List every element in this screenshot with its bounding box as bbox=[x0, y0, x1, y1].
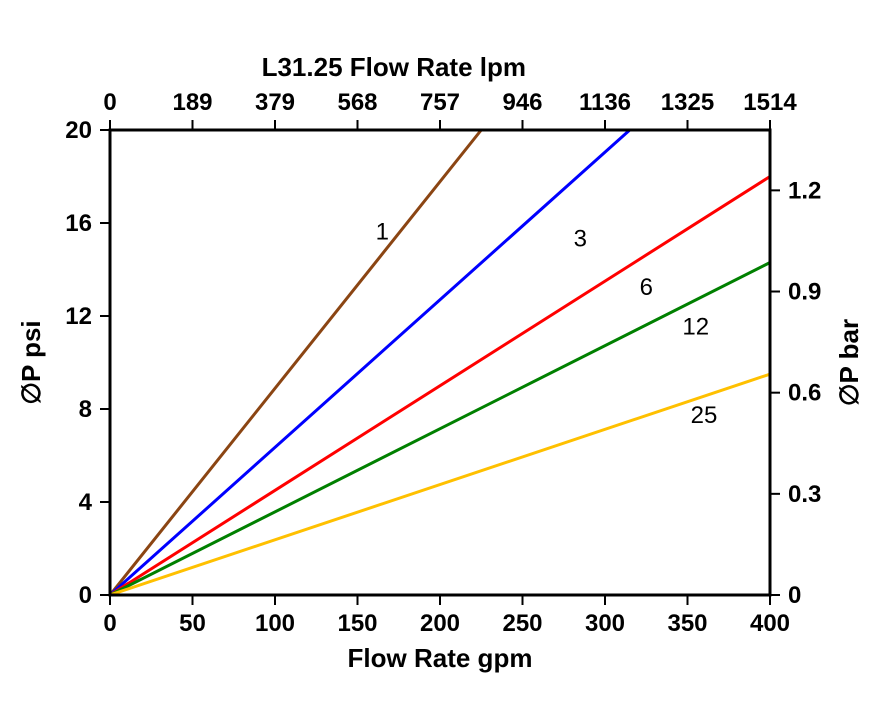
right-tick-label: 0.3 bbox=[788, 481, 821, 508]
top-tick-label: 946 bbox=[502, 89, 542, 116]
bottom-tick-label: 350 bbox=[667, 610, 707, 637]
left-axis-title: ∅P psi bbox=[16, 320, 46, 404]
bottom-axis-title: Flow Rate gpm bbox=[348, 643, 533, 673]
bottom-tick-label: 50 bbox=[179, 610, 206, 637]
top-tick-label: 189 bbox=[172, 89, 212, 116]
top-tick-label: 1325 bbox=[661, 89, 714, 116]
bottom-tick-label: 300 bbox=[585, 610, 625, 637]
bottom-tick-label: 100 bbox=[255, 610, 295, 637]
flow-rate-chart: 050100150200250300350400Flow Rate gpm018… bbox=[0, 0, 886, 702]
left-tick-label: 16 bbox=[65, 210, 92, 237]
top-tick-label: 0 bbox=[103, 89, 116, 116]
series-label-6: 6 bbox=[640, 274, 653, 301]
top-tick-label: 757 bbox=[420, 89, 460, 116]
left-tick-label: 8 bbox=[79, 396, 92, 423]
series-label-1: 1 bbox=[376, 218, 389, 245]
left-tick-label: 12 bbox=[65, 303, 92, 330]
bottom-tick-label: 200 bbox=[420, 610, 460, 637]
top-axis-title: L31.25 Flow Rate lpm bbox=[262, 52, 526, 82]
left-tick-label: 4 bbox=[79, 489, 93, 516]
right-axis-title: ∅P bar bbox=[834, 319, 864, 406]
right-tick-label: 0 bbox=[788, 582, 801, 609]
chart-container: { "chart": { "type": "line", "background… bbox=[0, 0, 886, 702]
bottom-tick-label: 0 bbox=[103, 610, 116, 637]
left-tick-label: 0 bbox=[79, 582, 92, 609]
right-tick-label: 0.6 bbox=[788, 380, 821, 407]
series-label-12: 12 bbox=[682, 314, 709, 341]
series-label-25: 25 bbox=[691, 402, 718, 429]
series-label-3: 3 bbox=[574, 225, 587, 252]
bottom-tick-label: 400 bbox=[750, 610, 790, 637]
right-tick-label: 1.2 bbox=[788, 177, 821, 204]
top-tick-label: 1514 bbox=[743, 89, 797, 116]
bottom-tick-label: 150 bbox=[337, 610, 377, 637]
top-tick-label: 379 bbox=[255, 89, 295, 116]
top-tick-label: 568 bbox=[337, 89, 377, 116]
right-tick-label: 0.9 bbox=[788, 279, 821, 306]
left-tick-label: 20 bbox=[65, 117, 92, 144]
bottom-tick-label: 250 bbox=[502, 610, 542, 637]
top-tick-label: 1136 bbox=[579, 89, 631, 116]
